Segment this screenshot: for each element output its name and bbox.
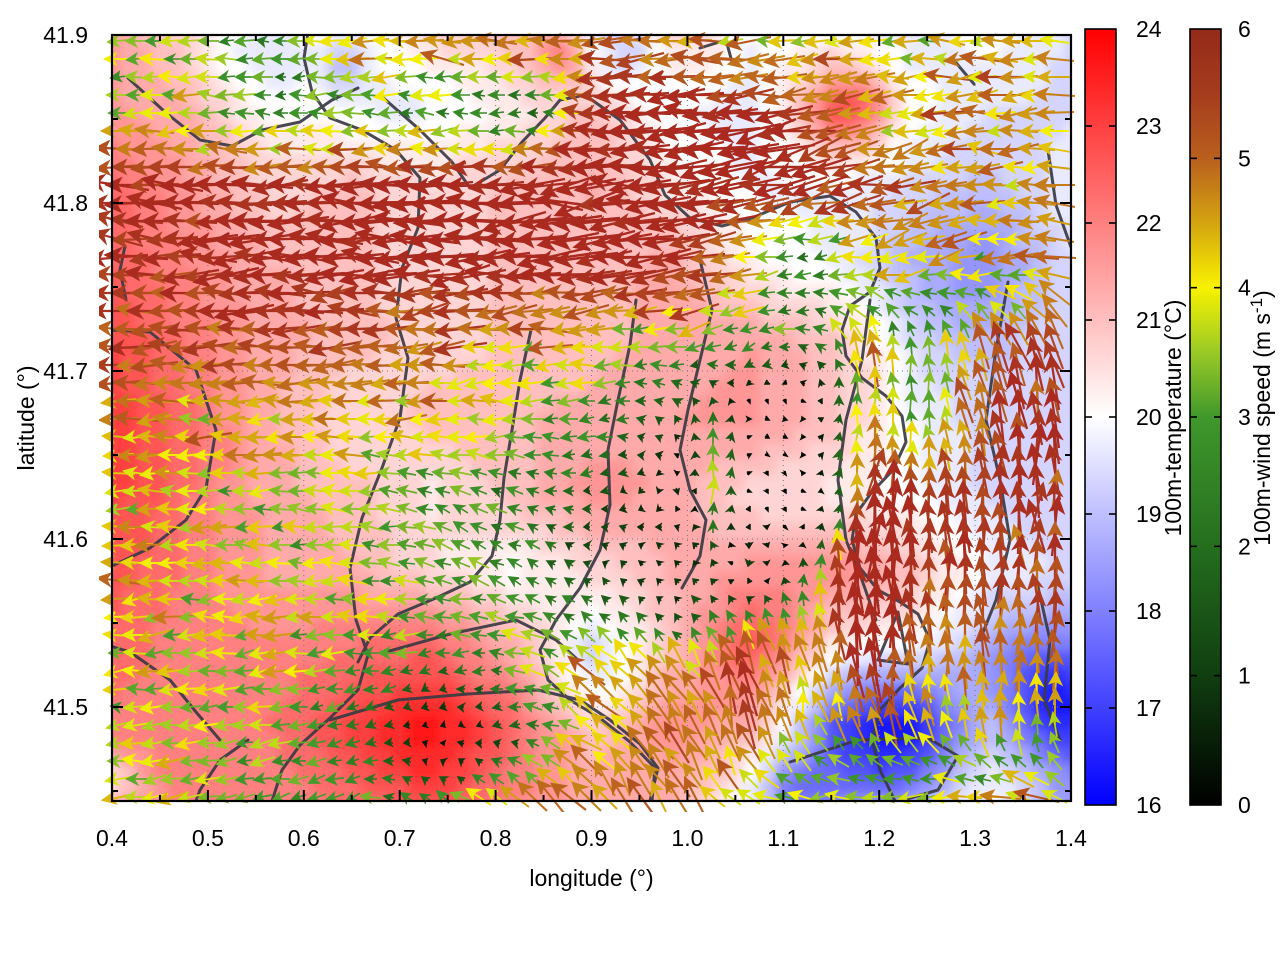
svg-text:0: 0: [1238, 792, 1251, 818]
svg-text:41.9: 41.9: [43, 22, 88, 48]
svg-text:1.0: 1.0: [671, 825, 703, 851]
svg-text:1: 1: [1238, 663, 1251, 689]
svg-text:5: 5: [1238, 145, 1251, 171]
svg-text:longitude (°): longitude (°): [529, 865, 653, 891]
svg-text:0.7: 0.7: [384, 825, 416, 851]
svg-text:16: 16: [1136, 792, 1162, 818]
svg-text:24: 24: [1136, 16, 1162, 42]
svg-text:41.5: 41.5: [43, 694, 88, 720]
svg-text:20: 20: [1136, 404, 1162, 430]
svg-text:0.8: 0.8: [480, 825, 512, 851]
svg-text:6: 6: [1238, 16, 1251, 42]
svg-text:latitude (°): latitude (°): [13, 365, 39, 470]
svg-text:0.5: 0.5: [192, 825, 224, 851]
svg-text:4: 4: [1238, 275, 1251, 301]
svg-text:1.4: 1.4: [1055, 825, 1087, 851]
svg-text:22: 22: [1136, 210, 1162, 236]
svg-text:0.6: 0.6: [288, 825, 320, 851]
svg-text:1.1: 1.1: [767, 825, 799, 851]
svg-text:0.9: 0.9: [576, 825, 608, 851]
svg-text:0.4: 0.4: [96, 825, 128, 851]
svg-text:17: 17: [1136, 695, 1162, 721]
svg-text:100m-temperature (°C): 100m-temperature (°C): [1160, 300, 1186, 537]
svg-text:41.7: 41.7: [43, 358, 88, 384]
svg-text:2: 2: [1238, 533, 1251, 559]
svg-text:100m-wind speed (m s-1): 100m-wind speed (m s-1): [1247, 290, 1275, 545]
svg-text:41.8: 41.8: [43, 190, 88, 216]
svg-text:18: 18: [1136, 598, 1162, 624]
svg-text:1.3: 1.3: [959, 825, 991, 851]
svg-text:3: 3: [1238, 404, 1251, 430]
svg-text:23: 23: [1136, 113, 1162, 139]
svg-text:1.2: 1.2: [863, 825, 895, 851]
svg-text:21: 21: [1136, 307, 1162, 333]
svg-text:41.6: 41.6: [43, 526, 88, 552]
svg-text:19: 19: [1136, 501, 1162, 527]
